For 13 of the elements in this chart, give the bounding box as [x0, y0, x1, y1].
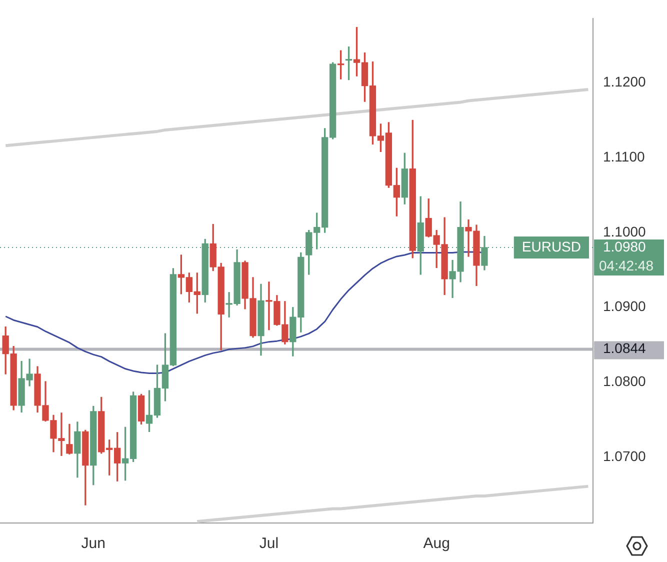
y-tick-label: 1.0800: [603, 373, 646, 390]
ref-line-label: 1.0844: [603, 340, 646, 356]
ref-line-label: 1.0980: [603, 238, 646, 254]
y-tick-label: 1.0900: [603, 298, 646, 314]
y-tick-label: 1.0700: [603, 448, 646, 464]
y-tick-label: 1.1000: [603, 223, 646, 240]
x-tick-label: Jun: [81, 535, 106, 552]
annotation: EURUSD: [522, 238, 582, 254]
x-tick-label: Aug: [423, 535, 450, 552]
y-tick-label: 1.1100: [603, 148, 645, 165]
x-tick-label: Jul: [259, 535, 279, 552]
text: 04:42:48: [599, 257, 654, 274]
y-tick-label: 1.1200: [603, 74, 646, 90]
